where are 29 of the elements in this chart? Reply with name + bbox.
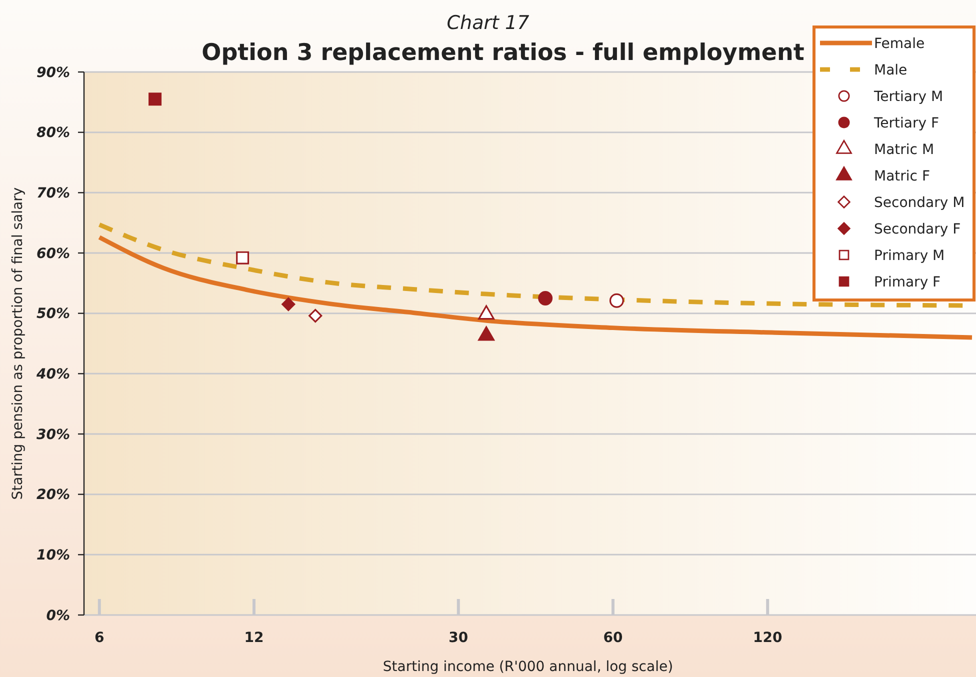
legend-label: Tertiary F [873, 115, 940, 132]
legend-label: Primary F [874, 274, 941, 290]
legend-label: Male [874, 62, 908, 78]
legend-label: Matric M [874, 142, 934, 158]
legend-label: Matric F [874, 168, 930, 184]
y-tick-label: 0% [46, 608, 70, 624]
y-tick-label: 30% [36, 426, 70, 443]
x-axis-title: Starting income (R'000 annual, log scale) [382, 659, 674, 675]
y-tick-label: 50% [36, 306, 70, 322]
legend-label: Female [874, 36, 925, 52]
x-tick-label: 120 [752, 630, 782, 646]
y-tick-label: 80% [36, 125, 70, 142]
legend-label: Primary M [874, 248, 945, 264]
chart-title: Chart 17 [446, 12, 530, 34]
legend-label: Tertiary M [873, 88, 944, 105]
y-tick-label: 40% [35, 366, 70, 383]
x-tick-label: 12 [244, 630, 264, 646]
y-tick-label: 70% [36, 186, 70, 202]
legend-label: Secondary M [874, 194, 965, 211]
y-tick-label: 60% [36, 246, 70, 262]
x-tick-label: 30 [448, 630, 468, 646]
y-tick-label: 90% [36, 64, 70, 81]
y-tick-label: 20% [36, 487, 70, 504]
x-tick-label: 6 [94, 630, 104, 646]
y-axis-title: Starting pension as proportion of final salary [10, 187, 26, 500]
x-tick-label: 60 [603, 630, 623, 646]
legend-label: Secondary F [874, 221, 961, 238]
chart-subtitle: Option 3 replacement ratios - full employment [202, 40, 804, 66]
y-tick-label: 10% [36, 548, 70, 564]
